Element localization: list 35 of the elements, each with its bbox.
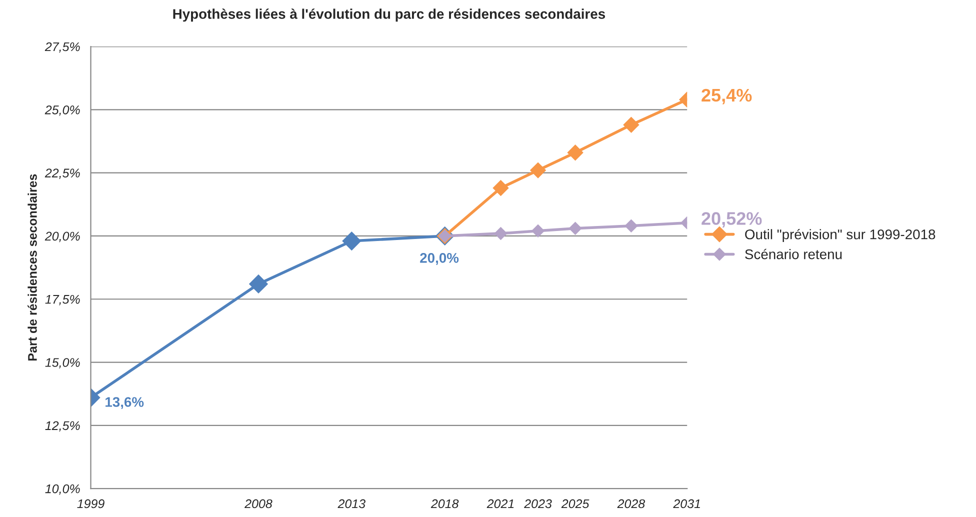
- y-tick-label: 25,0%: [44, 105, 80, 116]
- point: [492, 180, 509, 196]
- data-label: 20,0%: [420, 253, 459, 265]
- point: [530, 162, 546, 178]
- x-tick-label: 2018: [430, 499, 459, 508]
- y-tick-label: 15,0%: [45, 358, 80, 368]
- y-tick-label: 17,5%: [45, 294, 80, 306]
- y-tick-label: 20,0%: [44, 232, 80, 242]
- x-tick-label: 2025: [561, 499, 590, 508]
- x-tick-label: 2021: [486, 499, 514, 508]
- y-tick-label: 27,5%: [44, 42, 80, 53]
- x-tick-label: 2031: [673, 499, 700, 508]
- x-tick-label: 2023: [524, 499, 552, 508]
- point: [624, 219, 638, 232]
- point: [494, 227, 508, 240]
- point: [567, 144, 584, 161]
- y-tick-label: 22,5%: [44, 168, 80, 179]
- y-axis-title: Part de résidences secondaires: [28, 174, 37, 361]
- legend-label: Outil "prévision" sur 1999-2018: [745, 228, 936, 242]
- x-tick-label: 2013: [338, 499, 366, 508]
- chart-title: Hypothèses liées à l'évolution du parc de résidences secondaires: [173, 8, 606, 22]
- data-label: 13,6%: [106, 397, 144, 409]
- x-tick-label: 1999: [77, 499, 104, 508]
- x-tick-label: 2028: [617, 499, 646, 508]
- x-tick-label: 2008: [244, 499, 272, 508]
- point: [249, 274, 268, 294]
- point: [623, 116, 640, 133]
- point: [342, 232, 362, 250]
- point: [532, 224, 544, 238]
- data-label: 20,52%: [702, 212, 762, 228]
- y-tick-label: 12,5%: [45, 421, 80, 432]
- point: [568, 222, 582, 235]
- y-tick-label: 10,0%: [45, 484, 80, 495]
- data-label: 25,4%: [702, 88, 752, 104]
- legend-label: Scénario retenu: [745, 248, 842, 260]
